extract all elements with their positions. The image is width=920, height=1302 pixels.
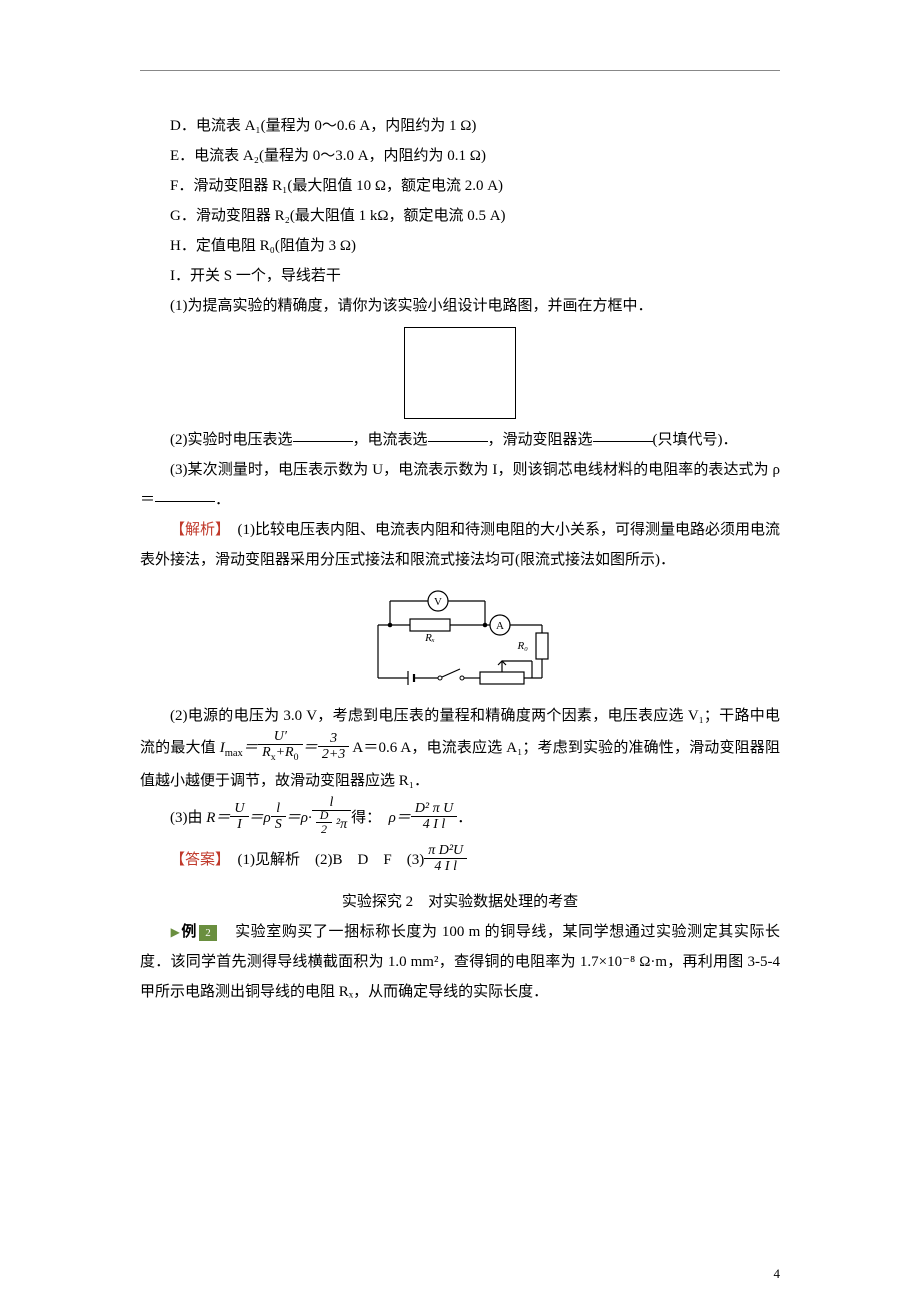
option-g: G．滑动变阻器 R₂(最大阻值 1 kΩ，额定电流 0.5 A) [140, 201, 780, 231]
switch-terminal-b [460, 676, 464, 680]
frac-r1: UI [230, 801, 248, 833]
frac-answer-rho: π D²U4 I l [424, 843, 467, 875]
q2-part-a: (2)实验时电压表选 [170, 432, 293, 448]
top-rule [140, 70, 780, 71]
ammeter-label: A [496, 620, 504, 632]
answer-3: (3) [407, 852, 425, 868]
analysis-block-3: (3)由 R＝UI＝ρlS＝ρ·lD2 ²π得： ρ＝D² π U4 I l． [140, 796, 780, 841]
analysis-label: 【解析】 [170, 522, 223, 538]
voltmeter-label: V [434, 596, 442, 608]
question-3: (3)某次测量时，电压表示数为 U，电流表示数为 I，则该铜芯电线材料的电阻率的… [140, 455, 780, 515]
example-label: 例 [181, 924, 197, 940]
analysis-block-1: 【解析】 (1)比较电压表内阻、电流表内阻和待测电阻的大小关系，可得测量电路必须… [140, 515, 780, 575]
q2-part-b: ，电流表选 [353, 432, 428, 448]
answer-block: 【答案】 (1)见解析 (2)B D F (3)π D²U4 I l [140, 841, 780, 880]
option-i: I．开关 S 一个，导线若干 [140, 261, 780, 291]
question-1: (1)为提高实验的精确度，请你为该实验小组设计电路图，并画在方框中． [140, 291, 780, 321]
example-2: ▶例2 实验室购买了一捆标称长度为 100 m 的铜导线，某同学想通过实验测定其… [140, 917, 780, 1007]
answer-box-blank [404, 327, 516, 419]
analysis-text-3b: 得： [351, 810, 374, 826]
frac-imax-1: U′Rx+R0 [258, 729, 302, 764]
analysis-text-1: (1)比较电压表内阻、电流表内阻和待测电阻的大小关系，可得测量电路必须用电流表外… [140, 522, 780, 568]
q3-part-a: (3)某次测量时，电压表示数为 U，电流表示数为 I，则该铜芯电线材料的电阻率的… [140, 462, 780, 508]
page-container: D．电流表 A₁(量程为 0～0.6 A，内阻约为 1 Ω) E．电流表 A₂(… [0, 0, 920, 1302]
triangle-icon: ▶ [170, 925, 180, 939]
analysis-text-3a: (3)由 [170, 810, 206, 826]
imax-formula: Imax＝ [220, 740, 258, 756]
r0-label: R₀ [516, 640, 528, 652]
q2-part-d: (只填代号)． [653, 432, 738, 448]
blank-rho [155, 486, 215, 502]
q3-part-b: ． [215, 492, 230, 508]
circuit-svg: V Rₓ A R₀ [360, 583, 560, 693]
q2-part-c: ，滑动变阻器选 [488, 432, 593, 448]
answer-label: 【答案】 [170, 852, 223, 868]
option-f: F．滑动变阻器 R₁(最大阻值 10 Ω，额定电流 2.0 A) [140, 171, 780, 201]
rheostat [480, 672, 524, 684]
analysis-block-2: (2)电源的电压为 3.0 V，考虑到电压表的量程和精确度两个因素，电压表应选 … [140, 701, 780, 796]
rx-resistor [410, 619, 450, 631]
question-2: (2)实验时电压表选 ，电流表选 ，滑动变阻器选 (只填代号)． [140, 425, 780, 455]
blank-rheostat [593, 426, 653, 442]
rx-label: Rₓ [424, 632, 435, 644]
answer-2: (2)B D F [315, 852, 392, 868]
example-text: 实验室购买了一捆标称长度为 100 m 的铜导线，某同学想通过实验测定其实际长度… [140, 924, 780, 1000]
section-title: 实验探究 2 对实验数据处理的考查 [140, 890, 780, 911]
answer-1: (1)见解析 [238, 852, 301, 868]
frac-rho: D² π U4 I l [411, 801, 457, 833]
page-number: 4 [774, 1266, 781, 1282]
frac-imax-2: 32+3 [318, 731, 349, 763]
switch-terminal-a [438, 676, 442, 680]
blank-voltmeter [293, 426, 353, 442]
frac-r2: lS [271, 801, 286, 833]
option-d: D．电流表 A₁(量程为 0～0.6 A，内阻约为 1 Ω) [140, 111, 780, 141]
option-h: H．定值电阻 R₀(阻值为 3 Ω) [140, 231, 780, 261]
r0-resistor [536, 633, 548, 659]
option-e: E．电流表 A₂(量程为 0～3.0 A，内阻约为 0.1 Ω) [140, 141, 780, 171]
frac-r3: lD2 ²π [312, 795, 351, 839]
blank-ammeter [428, 426, 488, 442]
example-number-badge: 2 [199, 925, 217, 941]
circuit-diagram: V Rₓ A R₀ [140, 583, 780, 693]
switch-arm [442, 669, 460, 677]
